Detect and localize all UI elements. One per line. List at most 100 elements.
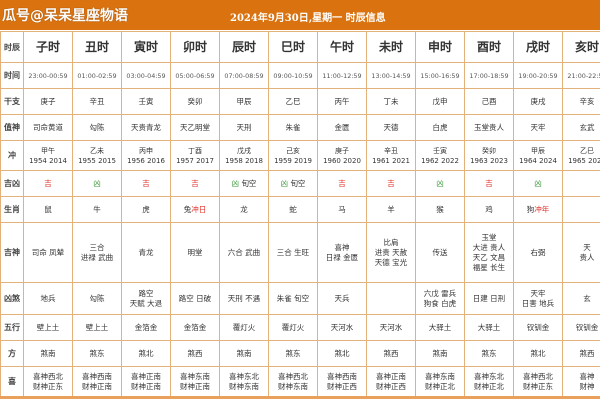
cell-line: 财神正南 — [131, 381, 161, 391]
cell-zhishen: 勾陈 — [72, 114, 122, 141]
row-zhishen: 值神 司命黄道 勾陈 天贵青龙 天乙明堂 天刑 朱雀 金匮 天德 白虎 玉堂贵人 天牢 玄武 — [0, 114, 600, 141]
cell-xiongsha: 天兵 — [317, 282, 367, 315]
cell-time-range: 05:00-06:59 — [170, 62, 220, 89]
zodiac-label: 兔 — [183, 204, 192, 214]
cell-line: 壬寅 — [433, 146, 447, 155]
cell-text: 09:00-10:59 — [273, 71, 313, 80]
cell-xi: 喜神东南 财神正北 — [415, 366, 465, 397]
row-label: 吉神 — [0, 222, 24, 283]
cell-chong: 癸卯 1963 2023 — [464, 140, 514, 171]
cell-line: 喜神西北 — [33, 371, 63, 381]
cell-text: 钗钏金 — [526, 322, 550, 332]
chong-marker: 冲日 — [191, 204, 207, 214]
header-bar: 瓜号@呆呆星座物语 2024年9月30日,星期一 时辰信息 — [0, 0, 600, 30]
zodiac-label: 鸡 — [485, 204, 493, 214]
cell-text: 19:00-20:59 — [518, 71, 558, 80]
row-shengxiao: 生肖 鼠 牛 虎 兔冲日 龙 蛇 马 羊 猴 鸡 狗冲年 — [0, 196, 600, 223]
cell-chong: 戊戌 1958 2018 — [219, 140, 269, 171]
cell-line: 三合 — [89, 242, 105, 252]
cell-text: 天德 — [383, 122, 399, 132]
cell-text: 酉时 — [476, 40, 501, 54]
cell-line: 天兵 — [334, 293, 350, 303]
cell-zhishen: 金匮 — [317, 114, 367, 141]
cell-text: 白虎 — [432, 122, 448, 132]
cell-text: 金箔金 — [183, 322, 207, 332]
kongwang-label: 旬空 — [290, 178, 306, 188]
cell-line: 天德 宝光 — [374, 257, 408, 267]
cell-line: 财神正西 — [327, 381, 357, 391]
cell-time-range: 09:00-10:59 — [268, 62, 318, 89]
cell-jishen: 传送 — [415, 222, 465, 283]
cell-text: 勾陈 — [89, 122, 105, 132]
cell-hour-name: 辰时 — [219, 31, 269, 63]
cell-line: 辛丑 — [384, 146, 398, 155]
cell-xi: 喜神西北 财神正东 — [513, 366, 563, 397]
cell-time-range: 21:00-22:59 — [562, 62, 600, 89]
cell-text: 煞东 — [89, 348, 105, 358]
row-wuxing: 五行 壁上土 壁上土 金箔金 金箔金 覆灯火 覆灯火 天河水 天河水 大驿土 大驿土 钗钏金 钗钏金 — [0, 314, 600, 341]
cell-line: 甲午 — [41, 146, 55, 155]
cell-time-range: 07:00-08:59 — [219, 62, 269, 89]
cell-ganzhi: 甲辰 — [219, 88, 269, 115]
cell-text: 丙午 — [334, 96, 350, 106]
cell-line: 地兵 — [40, 293, 56, 303]
row-xiongsha: 凶煞 地兵 勾陈 路空 天赋 大退 路空 日破 天刑 不遇 朱雀 旬空 天兵 六戊 雷兵 狗食 白虎… — [0, 282, 600, 315]
cell-line: 喜神正南 — [376, 371, 406, 381]
cell-ganzhi: 戊申 — [415, 88, 465, 115]
cell-chong: 丁酉 1957 2017 — [170, 140, 220, 171]
cell-text: 卯时 — [182, 40, 207, 54]
cell-line: 路空 — [138, 288, 154, 298]
cell-xiongsha: 六戊 雷兵 狗食 白虎 — [415, 282, 465, 315]
jixiong-badge: 凶 — [231, 178, 240, 188]
cell-jixiong: 吉 — [464, 170, 514, 197]
cell-line: 天刑 不遇 — [227, 293, 261, 303]
cell-text: 寅时 — [133, 40, 158, 54]
cell-shengxiao: 鸡 — [464, 196, 514, 223]
cell-xi: 喜神正南 财神正西 — [366, 366, 416, 397]
cell-wuxing: 金箔金 — [170, 314, 220, 341]
cell-text: 金匮 — [334, 122, 350, 132]
cell-text: 庚子 — [40, 96, 56, 106]
cell-wuxing: 覆灯火 — [268, 314, 318, 341]
cell-jishen: 三合 进禄 武曲 — [72, 222, 122, 283]
cell-text: 05:00-06:59 — [175, 71, 215, 80]
cell-wuxing: 壁上土 — [72, 314, 122, 341]
cell-jishen: 比肩 进贵 天赦 天德 宝光 — [366, 222, 416, 283]
row-label: 时间 — [0, 62, 24, 89]
cell-line: 贵人 — [579, 252, 595, 262]
zodiac-label: 猴 — [436, 204, 444, 214]
jixiong-badge: 吉 — [44, 178, 52, 188]
cell-line: 天赋 大退 — [129, 298, 163, 308]
cell-xiongsha: 朱雀 旬空 — [268, 282, 318, 315]
cell-fang: 煞东 — [464, 340, 514, 367]
row-label: 喜 — [0, 366, 24, 397]
cell-line: 喜神正南 — [131, 371, 161, 381]
cell-text: 辛丑 — [89, 96, 105, 106]
cell-text: 金箔金 — [134, 322, 158, 332]
cell-text: 壬寅 — [138, 96, 154, 106]
cell-line: 比肩 — [383, 237, 399, 247]
cell-ganzhi: 己酉 — [464, 88, 514, 115]
zodiac-label: 虎 — [142, 204, 150, 214]
cell-chong: 己亥 1959 2019 — [268, 140, 318, 171]
cell-line: 进禄 武曲 — [80, 252, 114, 262]
cell-line: 明堂 — [187, 247, 203, 257]
cell-jixiong: 凶 — [415, 170, 465, 197]
cell-line: 传送 — [432, 247, 448, 257]
cell-text: 03:00-04:59 — [126, 71, 166, 80]
cell-line: 三合 生旺 — [276, 247, 310, 257]
cell-line: 玄 — [583, 293, 591, 303]
jixiong-badge: 凶 — [534, 178, 542, 188]
cell-zhishen: 司命黄道 — [23, 114, 73, 141]
jixiong-badge: 吉 — [485, 178, 493, 188]
cell-line: 1964 2024 — [519, 156, 557, 165]
hour-info-table: 时辰 子时 丑时 寅时 卯时 辰时 巳时 午时 未时 申时 酉时 戌时 亥时 时间 23:00-00:59 0… — [0, 31, 600, 397]
cell-line: 丙申 — [139, 146, 153, 155]
cell-line: 进贵 天赦 — [374, 247, 408, 257]
cell-text: 天河水 — [379, 322, 403, 332]
cell-time-range: 15:00-16:59 — [415, 62, 465, 89]
cell-hour-name: 酉时 — [464, 31, 514, 63]
row-hour-name: 时辰 子时 丑时 寅时 卯时 辰时 巳时 午时 未时 申时 酉时 戌时 亥时 — [0, 31, 600, 63]
jixiong-badge: 吉 — [191, 178, 199, 188]
row-jishen: 吉神 司命 凤辇 三合 进禄 武曲 青龙 明堂 六合 武曲 三合 生旺 喜神 日禄 金匮 比肩 进贵 … — [0, 222, 600, 283]
